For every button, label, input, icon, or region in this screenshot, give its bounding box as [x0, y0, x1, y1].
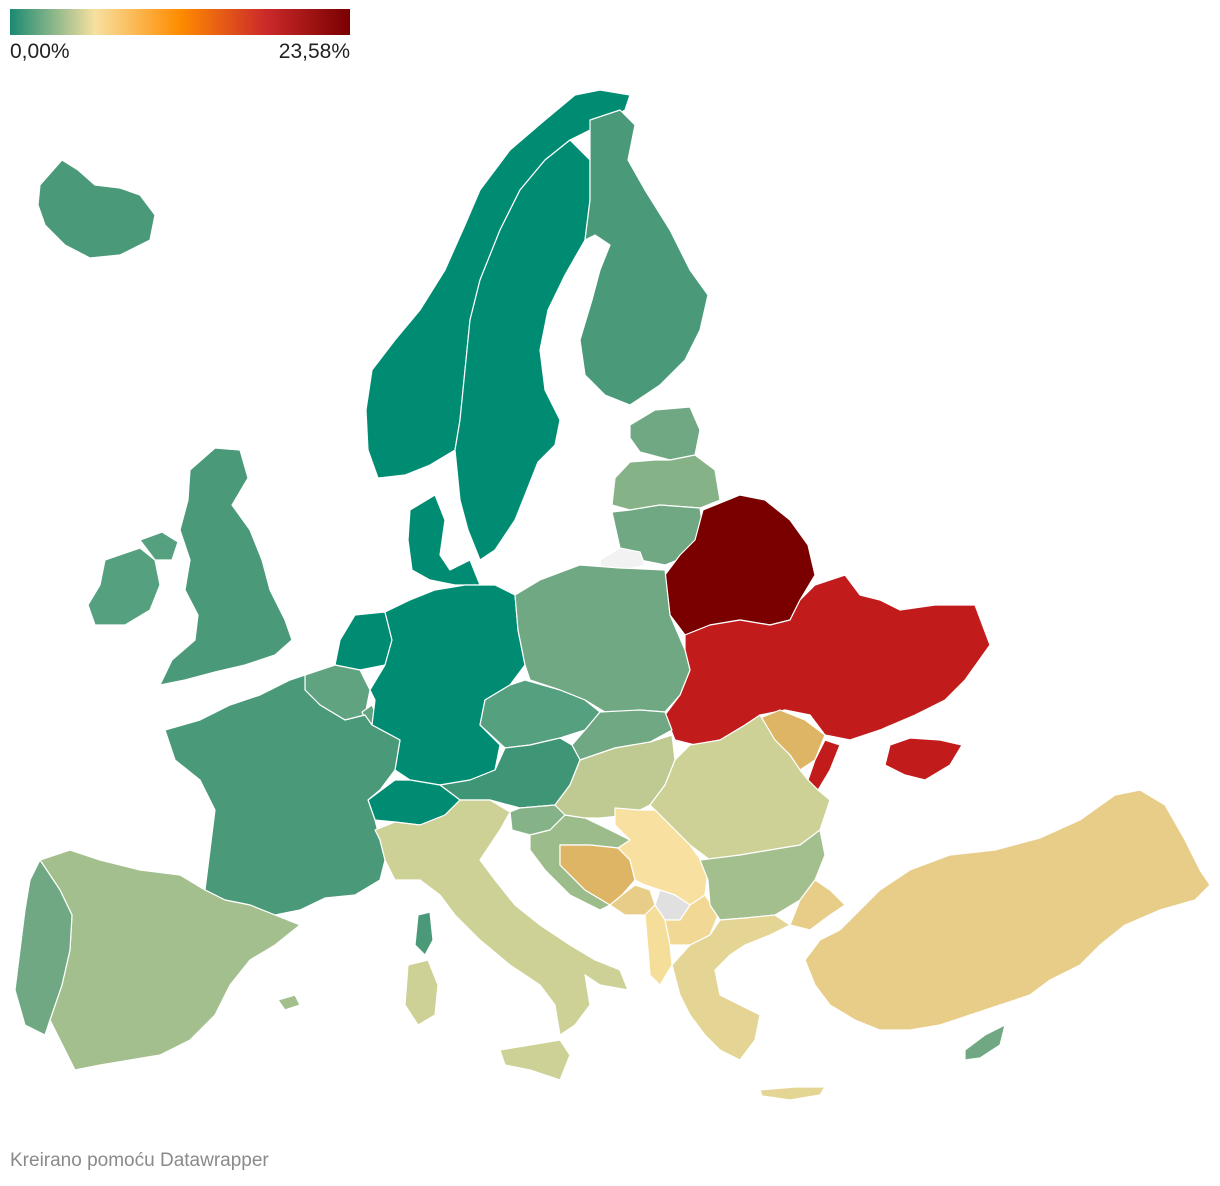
region-greece[interactable] [671, 914, 791, 1061]
region-balearics[interactable] [277, 994, 301, 1011]
europe-choropleth-map [14, 89, 1211, 1101]
region-northern-ireland[interactable] [139, 531, 179, 561]
region-ukraine[interactable] [664, 574, 991, 746]
region-denmark[interactable] [407, 494, 481, 586]
region-corsica[interactable] [414, 911, 434, 956]
region-sweden[interactable] [454, 139, 591, 561]
region-crimea[interactable] [884, 737, 963, 781]
region-turkey-thrace[interactable] [789, 879, 846, 931]
legend-gradient-bar [10, 9, 350, 35]
region-montenegro[interactable] [609, 884, 656, 916]
region-crete[interactable] [759, 1086, 826, 1101]
region-latvia[interactable] [611, 454, 721, 511]
region-austria[interactable] [439, 737, 581, 809]
legend-max-label: 23,58% [278, 40, 350, 63]
region-cyprus[interactable] [964, 1024, 1006, 1061]
region-estonia[interactable] [629, 406, 701, 461]
region-ireland[interactable] [87, 547, 161, 626]
region-great-britain[interactable] [159, 447, 293, 686]
region-finland[interactable] [579, 109, 709, 406]
region-sardinia[interactable] [404, 959, 439, 1026]
region-italy[interactable] [374, 799, 629, 1036]
region-portugal[interactable] [14, 859, 73, 1036]
region-germany[interactable] [369, 584, 526, 786]
region-sicily[interactable] [499, 1039, 571, 1081]
color-legend: 0,00% 23,58% [10, 9, 350, 63]
region-bosnia[interactable] [559, 844, 636, 906]
region-turkey[interactable] [804, 789, 1211, 1031]
credit-text: Kreirano pomoću Datawrapper [10, 1150, 269, 1171]
region-poland[interactable] [514, 564, 691, 716]
region-iceland[interactable] [37, 159, 156, 259]
region-netherlands[interactable] [334, 611, 393, 671]
legend-min-label: 0,00% [10, 40, 70, 63]
